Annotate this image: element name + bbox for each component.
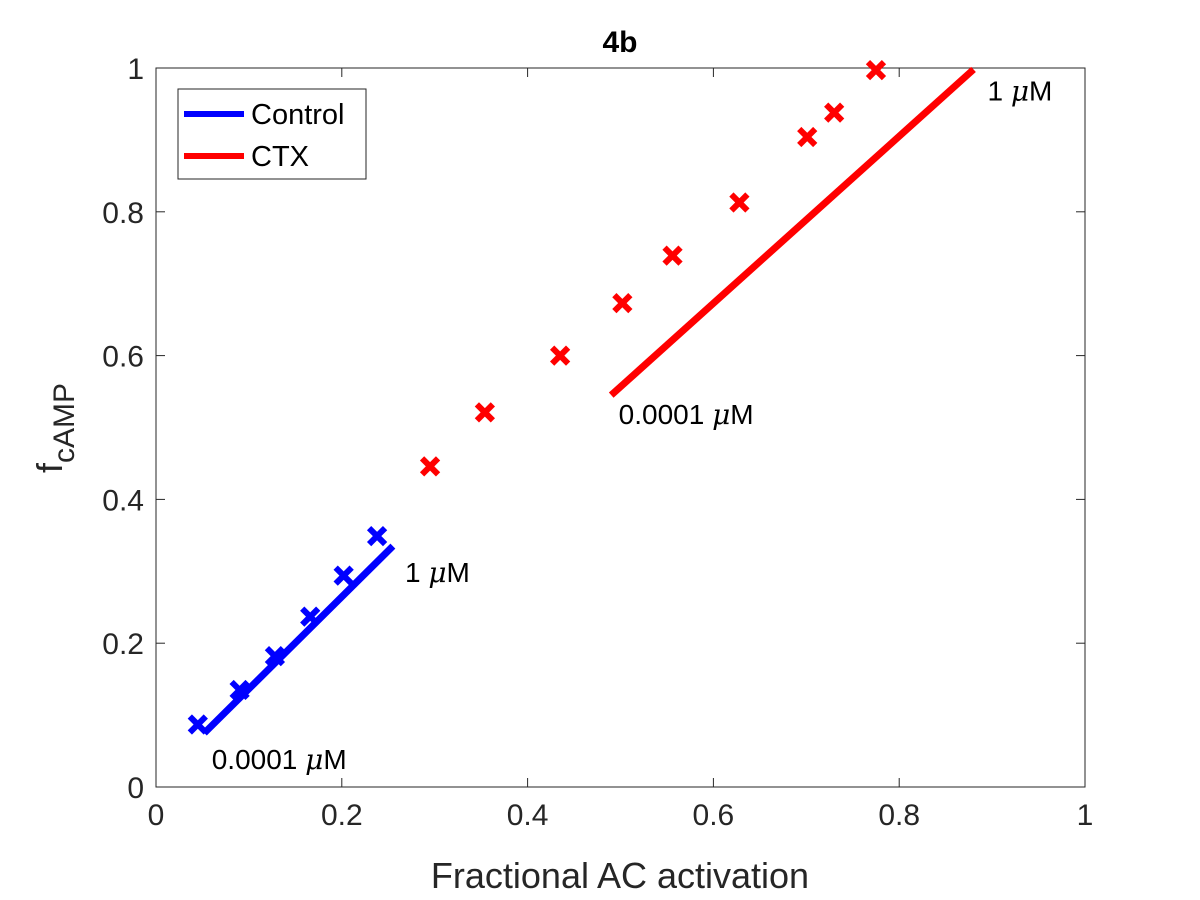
data-point-control: [229, 679, 250, 701]
y-axis-label: fcAMP: [29, 383, 81, 473]
x-tick-label: 0.6: [693, 799, 735, 832]
data-point-control: [187, 714, 208, 735]
data-point-ctx: [797, 126, 818, 148]
series-line-control: [201, 543, 396, 736]
concentration-annotation: 1 μM: [987, 74, 1052, 107]
y-tick-label: 0: [127, 772, 144, 805]
y-tick-label: 0.6: [102, 341, 144, 374]
y-tick-label: 0.4: [102, 484, 144, 517]
data-point-ctx: [662, 245, 683, 266]
concentration-annotation: 0.0001 μM: [619, 398, 754, 431]
concentration-annotation: 1 μM: [405, 556, 470, 589]
y-tick-label: 0.2: [102, 628, 144, 661]
data-point-ctx: [729, 192, 750, 213]
x-tick-label: 0.2: [321, 799, 363, 832]
data-point-ctx: [824, 102, 845, 123]
data-point-ctx: [865, 60, 887, 81]
chart-title: 4b: [602, 26, 637, 59]
legend-box: [177, 88, 367, 180]
data-point-ctx: [474, 402, 495, 423]
x-tick-label: 1: [1077, 799, 1094, 832]
legend-label-ctx: CTX: [251, 141, 309, 173]
axis-ticks: [155, 67, 1086, 788]
plot-area: [155, 67, 1086, 788]
series-points: [187, 60, 887, 735]
svg-text:fcAMP: fcAMP: [29, 383, 81, 473]
y-axis-label-sub: cAMP: [48, 383, 81, 463]
series-line-ctx: [608, 66, 976, 398]
x-axis-label: Fractional AC activation: [431, 855, 809, 896]
axis-tick-labels: 0 0.2 0.4 0.6 0.8 1 0 0.2 0.4 0.6 0.8 1: [102, 53, 1093, 832]
y-axis-label-main: f: [29, 462, 70, 473]
data-point-ctx: [419, 456, 441, 477]
legend-label-control: Control: [251, 99, 345, 131]
y-tick-label: 0.8: [102, 197, 144, 230]
x-tick-label: 0.4: [507, 799, 549, 832]
data-point-control: [366, 525, 388, 547]
data-point-control: [264, 646, 286, 667]
concentration-annotation: 0.0001 μM: [212, 743, 347, 776]
data-point-control: [333, 565, 354, 586]
x-tick-label: 0: [148, 799, 165, 832]
x-tick-label: 0.8: [878, 799, 920, 832]
annotations: 0.0001 μM 1 μM 0.0001 μM 1 μM: [212, 74, 1053, 776]
data-point-ctx: [612, 292, 633, 314]
data-point-control: [300, 606, 321, 627]
legend[interactable]: Control CTX: [177, 88, 367, 180]
y-tick-label: 1: [127, 53, 144, 86]
data-point-ctx: [549, 345, 571, 366]
series-lines: [201, 66, 976, 736]
